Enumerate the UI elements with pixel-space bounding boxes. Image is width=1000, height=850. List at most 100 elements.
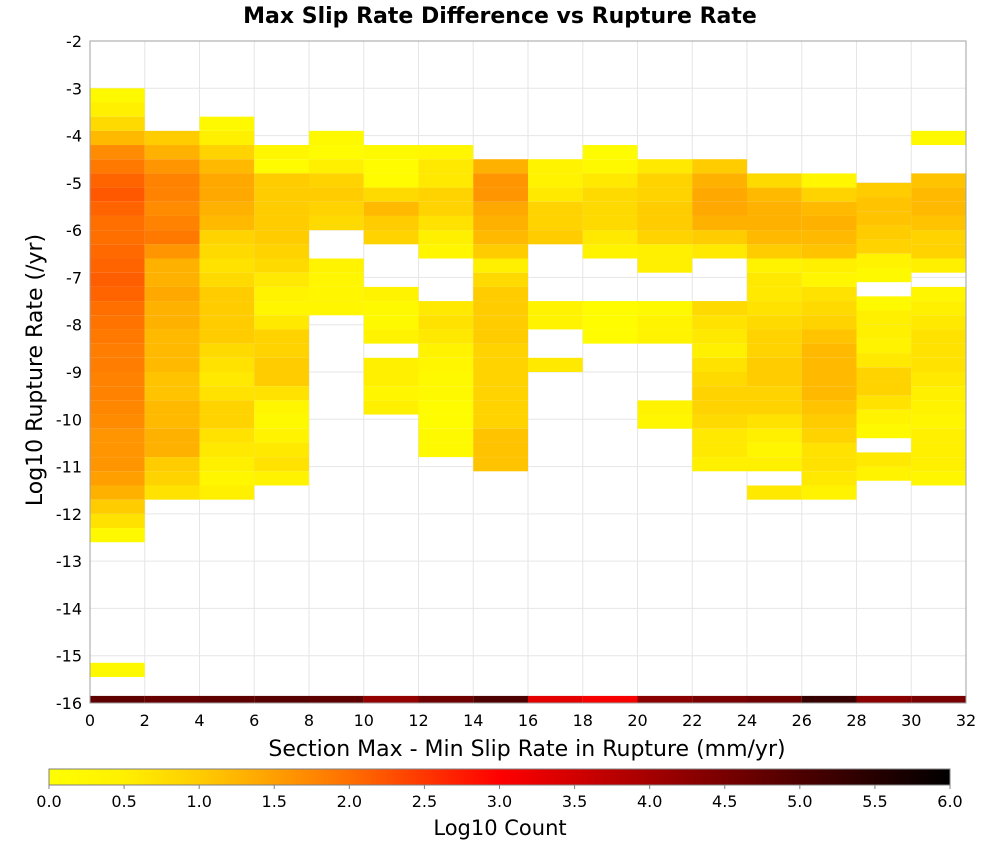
heatmap-cell bbox=[473, 173, 528, 188]
colorbar-tick-label: 0.5 bbox=[111, 792, 136, 811]
x-tick-label: 26 bbox=[792, 711, 812, 730]
heatmap-cell bbox=[747, 400, 802, 415]
heatmap-cell bbox=[90, 315, 145, 330]
heatmap-cell bbox=[90, 145, 145, 160]
heatmap-cell bbox=[418, 315, 474, 330]
heatmap-cell bbox=[254, 315, 309, 330]
heatmap-cell bbox=[90, 386, 145, 401]
heatmap-cell bbox=[747, 414, 802, 429]
heatmap-cell bbox=[528, 315, 583, 330]
heatmap-cell bbox=[692, 230, 747, 245]
heatmap-cell bbox=[856, 466, 912, 481]
x-tick-label: 8 bbox=[304, 711, 314, 730]
heatmap-cell bbox=[747, 372, 802, 387]
heatmap-cell bbox=[90, 116, 145, 131]
y-axis-title: Log10 Rupture Rate (/yr) bbox=[23, 234, 48, 506]
heatmap-cell bbox=[254, 329, 309, 344]
heatmap-cell bbox=[692, 159, 747, 174]
heatmap-cell bbox=[582, 244, 638, 259]
heatmap-cell bbox=[692, 215, 747, 231]
heatmap-cell bbox=[911, 201, 966, 216]
heatmap-cell bbox=[254, 372, 309, 387]
heatmap-cell bbox=[144, 442, 200, 458]
heatmap-cell bbox=[144, 201, 200, 216]
x-tick-label: 12 bbox=[408, 711, 428, 730]
colorbar-tick-label: 5.0 bbox=[787, 792, 812, 811]
heatmap-cell bbox=[637, 201, 693, 216]
heatmap-cell bbox=[692, 187, 747, 202]
heatmap-cell bbox=[309, 258, 364, 273]
heatmap-cell bbox=[199, 159, 255, 174]
heatmap-cell bbox=[637, 230, 693, 245]
heatmap-cell bbox=[90, 457, 145, 472]
heatmap-cell bbox=[90, 159, 145, 174]
heatmap-cell bbox=[911, 471, 966, 486]
heatmap-cell bbox=[801, 244, 857, 259]
heatmap-cell bbox=[309, 201, 364, 216]
x-tick-label: 0 bbox=[85, 711, 95, 730]
heatmap-cell bbox=[90, 201, 145, 216]
heatmap-cell bbox=[363, 159, 419, 174]
heatmap-cell bbox=[911, 457, 966, 472]
heatmap-cell bbox=[528, 159, 583, 174]
heatmap-cell bbox=[254, 230, 309, 245]
heatmap-cell bbox=[747, 457, 802, 472]
heatmap-cell bbox=[856, 239, 912, 254]
heatmap-cell bbox=[254, 173, 309, 188]
heatmap-cell bbox=[254, 343, 309, 358]
heatmap-cell bbox=[90, 485, 145, 500]
heatmap-cell bbox=[199, 272, 255, 287]
heatmap-cell bbox=[144, 329, 200, 344]
heatmap-cell bbox=[199, 343, 255, 358]
heatmap-cell bbox=[801, 357, 857, 372]
heatmap-cell bbox=[418, 357, 474, 372]
heatmap-cell bbox=[528, 201, 583, 216]
heatmap-cell bbox=[801, 272, 857, 287]
heatmap-cell bbox=[144, 414, 200, 429]
heatmap-cell bbox=[90, 499, 145, 514]
heatmap-cell bbox=[90, 215, 145, 231]
heatmap-cell bbox=[911, 414, 966, 429]
heatmap-cell bbox=[856, 296, 912, 311]
heatmap-cell bbox=[911, 386, 966, 401]
heatmap-cell bbox=[144, 400, 200, 415]
heatmap-cell bbox=[473, 159, 528, 174]
heatmap-cell bbox=[747, 201, 802, 216]
heatmap-cell bbox=[363, 315, 419, 330]
heatmap-cell bbox=[582, 201, 638, 216]
heatmap-cell bbox=[199, 145, 255, 160]
heatmap-cell bbox=[801, 173, 857, 188]
heatmap-cell bbox=[692, 343, 747, 358]
heatmap-cell bbox=[528, 173, 583, 188]
heatmap-cell bbox=[692, 201, 747, 216]
heatmap-cell bbox=[801, 258, 857, 273]
x-axis-title: Section Max - Min Slip Rate in Rupture (… bbox=[268, 737, 785, 762]
y-tick-label: -14 bbox=[56, 599, 82, 618]
heatmap-cell bbox=[911, 173, 966, 188]
heatmap-cell bbox=[363, 386, 419, 401]
heatmap-cell bbox=[254, 215, 309, 231]
heatmap-cell bbox=[747, 695, 802, 703]
heatmap-cell bbox=[801, 442, 857, 458]
heatmap-cell bbox=[254, 258, 309, 273]
heatmap-cell bbox=[856, 452, 912, 467]
y-tick-label: -7 bbox=[66, 268, 82, 287]
heatmap-cell bbox=[582, 329, 638, 344]
heatmap-cell bbox=[90, 428, 145, 443]
heatmap-cell bbox=[637, 187, 693, 202]
heatmap-cell bbox=[856, 324, 912, 339]
heatmap-cell bbox=[911, 357, 966, 372]
heatmap-cell bbox=[473, 386, 528, 401]
heatmap-cell bbox=[144, 301, 200, 316]
heatmap-cell bbox=[911, 301, 966, 316]
heatmap-cell bbox=[856, 197, 912, 212]
heatmap-cell bbox=[254, 457, 309, 472]
x-tick-label: 20 bbox=[627, 711, 647, 730]
colorbar bbox=[48, 768, 951, 786]
heatmap-cell bbox=[418, 159, 474, 174]
heatmap-cell bbox=[144, 187, 200, 202]
heatmap-cell bbox=[90, 442, 145, 458]
heatmap-cell bbox=[911, 442, 966, 458]
heatmap-cell bbox=[144, 145, 200, 160]
heatmap-cell bbox=[801, 457, 857, 472]
